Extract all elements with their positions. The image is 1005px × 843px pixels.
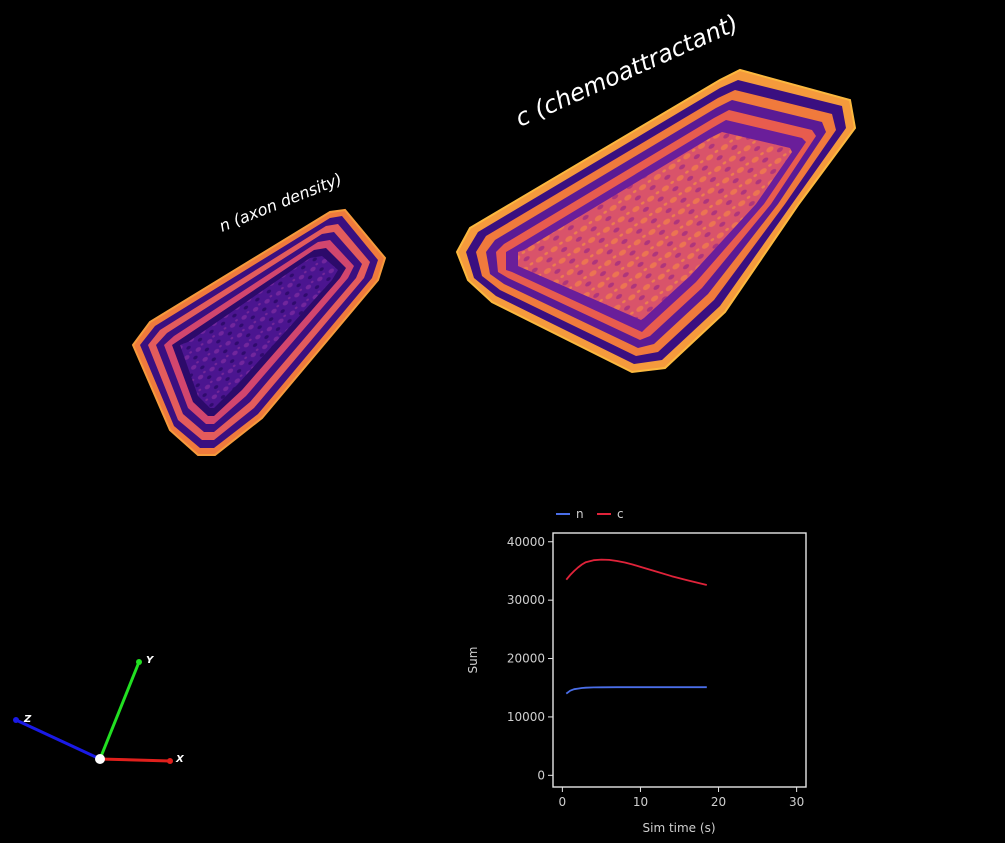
gizmo-x-tip — [167, 758, 173, 764]
legend-label-c: c — [617, 507, 624, 521]
gizmo-z-label: Z — [23, 714, 32, 725]
chart-legend: n c — [556, 507, 624, 521]
x-tick-label: 0 — [559, 795, 567, 809]
y-tick-label: 10000 — [507, 710, 545, 724]
series-line-n — [565, 686, 707, 695]
gizmo-x-label: X — [175, 754, 185, 765]
plot-frame — [552, 532, 807, 788]
y-tick-label: 30000 — [507, 593, 545, 607]
y-tick-label: 0 — [537, 768, 545, 782]
plot-area — [565, 558, 708, 695]
y-tick-label: 40000 — [507, 535, 545, 549]
sum-chart: n c Sum Sim time (s) 0 10000 20000 30000 400… — [466, 507, 807, 835]
gizmo-y-tip — [136, 659, 142, 665]
series-line-c — [565, 558, 708, 586]
gizmo-y-label: Y — [146, 655, 155, 666]
surface-n[interactable] — [131, 208, 387, 456]
gizmo-y-axis — [98, 661, 141, 760]
axes-gizmo[interactable]: Z Y X — [13, 655, 185, 765]
x-axis-title: Sim time (s) — [643, 821, 716, 835]
surface-c[interactable] — [455, 68, 857, 374]
x-tick-label: 10 — [633, 795, 648, 809]
legend-label-n: n — [576, 507, 584, 521]
y-tick-label: 20000 — [507, 652, 545, 666]
gizmo-origin — [95, 754, 105, 764]
gizmo-z-axis — [15, 718, 101, 761]
y-axis-title: Sum — [466, 647, 480, 674]
x-tick-label: 20 — [711, 795, 726, 809]
x-tick-label: 30 — [789, 795, 804, 809]
gizmo-z-tip — [13, 717, 19, 723]
gizmo-x-axis — [99, 757, 171, 763]
